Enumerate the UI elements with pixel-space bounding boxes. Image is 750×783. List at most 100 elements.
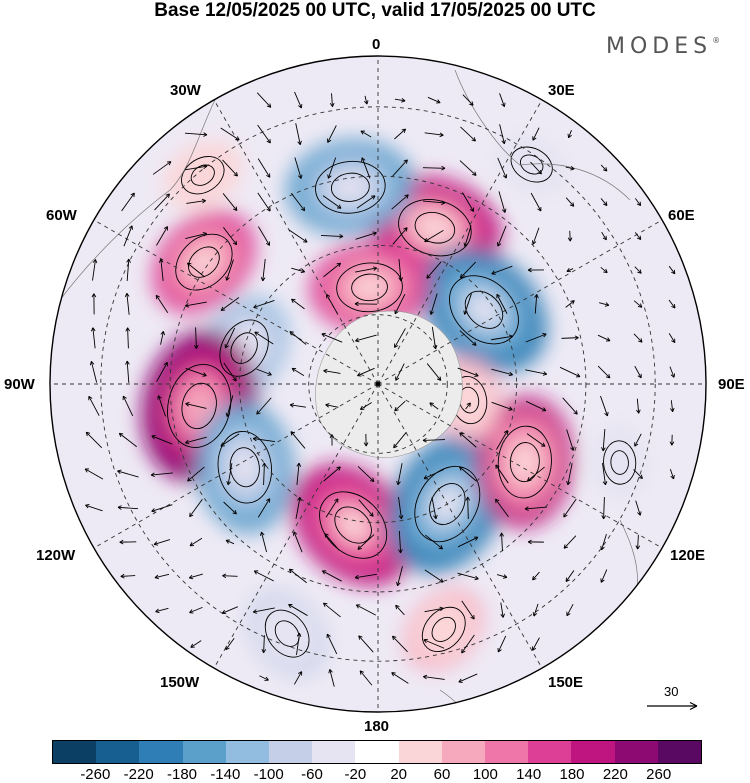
wind-arrow xyxy=(633,333,643,343)
modes-logo: MODES® xyxy=(606,34,720,59)
wind-arrow xyxy=(395,363,405,381)
wind-arrow xyxy=(124,292,130,315)
wind-arrow xyxy=(531,227,540,245)
colorbar-tick-label: 100 xyxy=(472,766,498,783)
wind-arrow xyxy=(634,198,642,207)
wind-arrow xyxy=(223,362,237,382)
wind-arrow xyxy=(459,330,477,346)
wind-arrow xyxy=(497,157,508,179)
wind-arrow xyxy=(566,463,573,486)
height-contour xyxy=(219,319,269,377)
wind-arrow xyxy=(293,531,303,553)
wind-arrow xyxy=(254,331,274,345)
wind-arrow xyxy=(429,402,439,410)
wind-arrow xyxy=(357,466,375,483)
wind-arrow xyxy=(491,401,513,411)
meridian-line xyxy=(377,219,663,385)
height-contour xyxy=(603,440,637,485)
wind-arrow xyxy=(222,159,238,177)
wind-arrow xyxy=(188,573,203,580)
reference-vector-label: 30 xyxy=(664,684,679,699)
wind-arrow xyxy=(527,539,544,545)
wind-arrow xyxy=(600,266,608,274)
wind-arrow xyxy=(252,436,275,442)
wind-arrow xyxy=(597,334,611,342)
wind-arrow xyxy=(125,360,130,384)
wind-arrow xyxy=(92,259,98,281)
height-contour xyxy=(230,332,258,364)
wind-arrow xyxy=(457,367,479,377)
wind-arrow xyxy=(84,468,104,480)
wind-arrow xyxy=(119,539,137,545)
wind-arrow xyxy=(669,400,675,413)
lon-label-120e: 120E xyxy=(670,547,706,564)
wind-arrow xyxy=(325,403,339,408)
wind-arrow xyxy=(123,225,133,247)
wind-arrow xyxy=(289,331,307,345)
wind-arrow xyxy=(525,369,548,376)
lon-label-120w: 120W xyxy=(36,547,76,564)
colorbar-tick-label: 20 xyxy=(390,766,407,783)
wind-arrow xyxy=(360,130,372,138)
wind-arrow xyxy=(424,229,444,243)
wind-arrow xyxy=(257,192,271,212)
latitude-circle xyxy=(100,106,656,662)
wind-arrow xyxy=(424,132,444,138)
wind-arrow xyxy=(151,435,173,445)
wind-arrow xyxy=(185,164,208,171)
wind-arrow xyxy=(359,670,373,686)
height-contour xyxy=(188,246,220,278)
anomaly-field xyxy=(141,132,649,677)
wind-arrow xyxy=(600,164,608,172)
lon-label-60w: 60W xyxy=(46,207,77,224)
height-contour xyxy=(414,465,481,543)
wind-arrow xyxy=(565,570,575,582)
wind-arrow xyxy=(559,366,581,378)
wind-arrow xyxy=(260,531,267,553)
wind-arrow xyxy=(187,466,205,482)
lon-label-0: 0 xyxy=(372,36,381,53)
wind-arrow xyxy=(424,569,444,583)
anomaly-blob xyxy=(459,388,479,413)
colorbar-tick-label: -60 xyxy=(301,766,323,783)
wind-arrow xyxy=(524,506,547,511)
wind-arrow xyxy=(601,428,606,452)
wind-arrow xyxy=(184,132,208,137)
wind-arrow xyxy=(429,293,438,315)
wind-arrow xyxy=(357,534,375,550)
colorbar xyxy=(52,740,702,764)
wind-arrow xyxy=(293,671,303,685)
wind-arrow xyxy=(356,195,376,209)
reference-vector-arrowhead xyxy=(689,701,698,711)
wind-arrow xyxy=(394,400,406,412)
registered-mark: ® xyxy=(712,36,721,45)
south-pole-marker xyxy=(375,381,381,387)
lon-label-180: 180 xyxy=(364,718,390,735)
wind-arrow xyxy=(261,462,267,486)
colorbar-swatch xyxy=(139,741,183,763)
height-contour xyxy=(497,425,552,499)
height-contour xyxy=(217,431,272,504)
colorbar-swatch xyxy=(96,741,140,763)
wind-arrow xyxy=(358,499,374,517)
wind-arrow xyxy=(668,333,676,344)
anomaly-blob xyxy=(416,213,454,243)
wind-arrow xyxy=(669,468,675,480)
wind-arrow xyxy=(357,367,375,377)
wind-arrow xyxy=(185,231,207,240)
height-contour xyxy=(421,606,466,653)
wind-arrow xyxy=(253,570,274,582)
colorbar-swatch xyxy=(53,741,97,763)
colorbar-swatch xyxy=(571,741,615,763)
wind-arrow xyxy=(220,297,240,311)
wind-arrow xyxy=(226,463,233,486)
colorbar-tick-label: -20 xyxy=(344,766,367,783)
wind-arrow xyxy=(158,258,164,281)
wind-arrow xyxy=(392,159,408,177)
wind-arrow xyxy=(291,267,306,274)
wind-arrow xyxy=(532,637,540,651)
wind-arrow xyxy=(160,331,166,345)
wind-arrow xyxy=(459,160,477,176)
wind-arrow xyxy=(156,226,169,246)
wind-arrow xyxy=(156,362,168,382)
